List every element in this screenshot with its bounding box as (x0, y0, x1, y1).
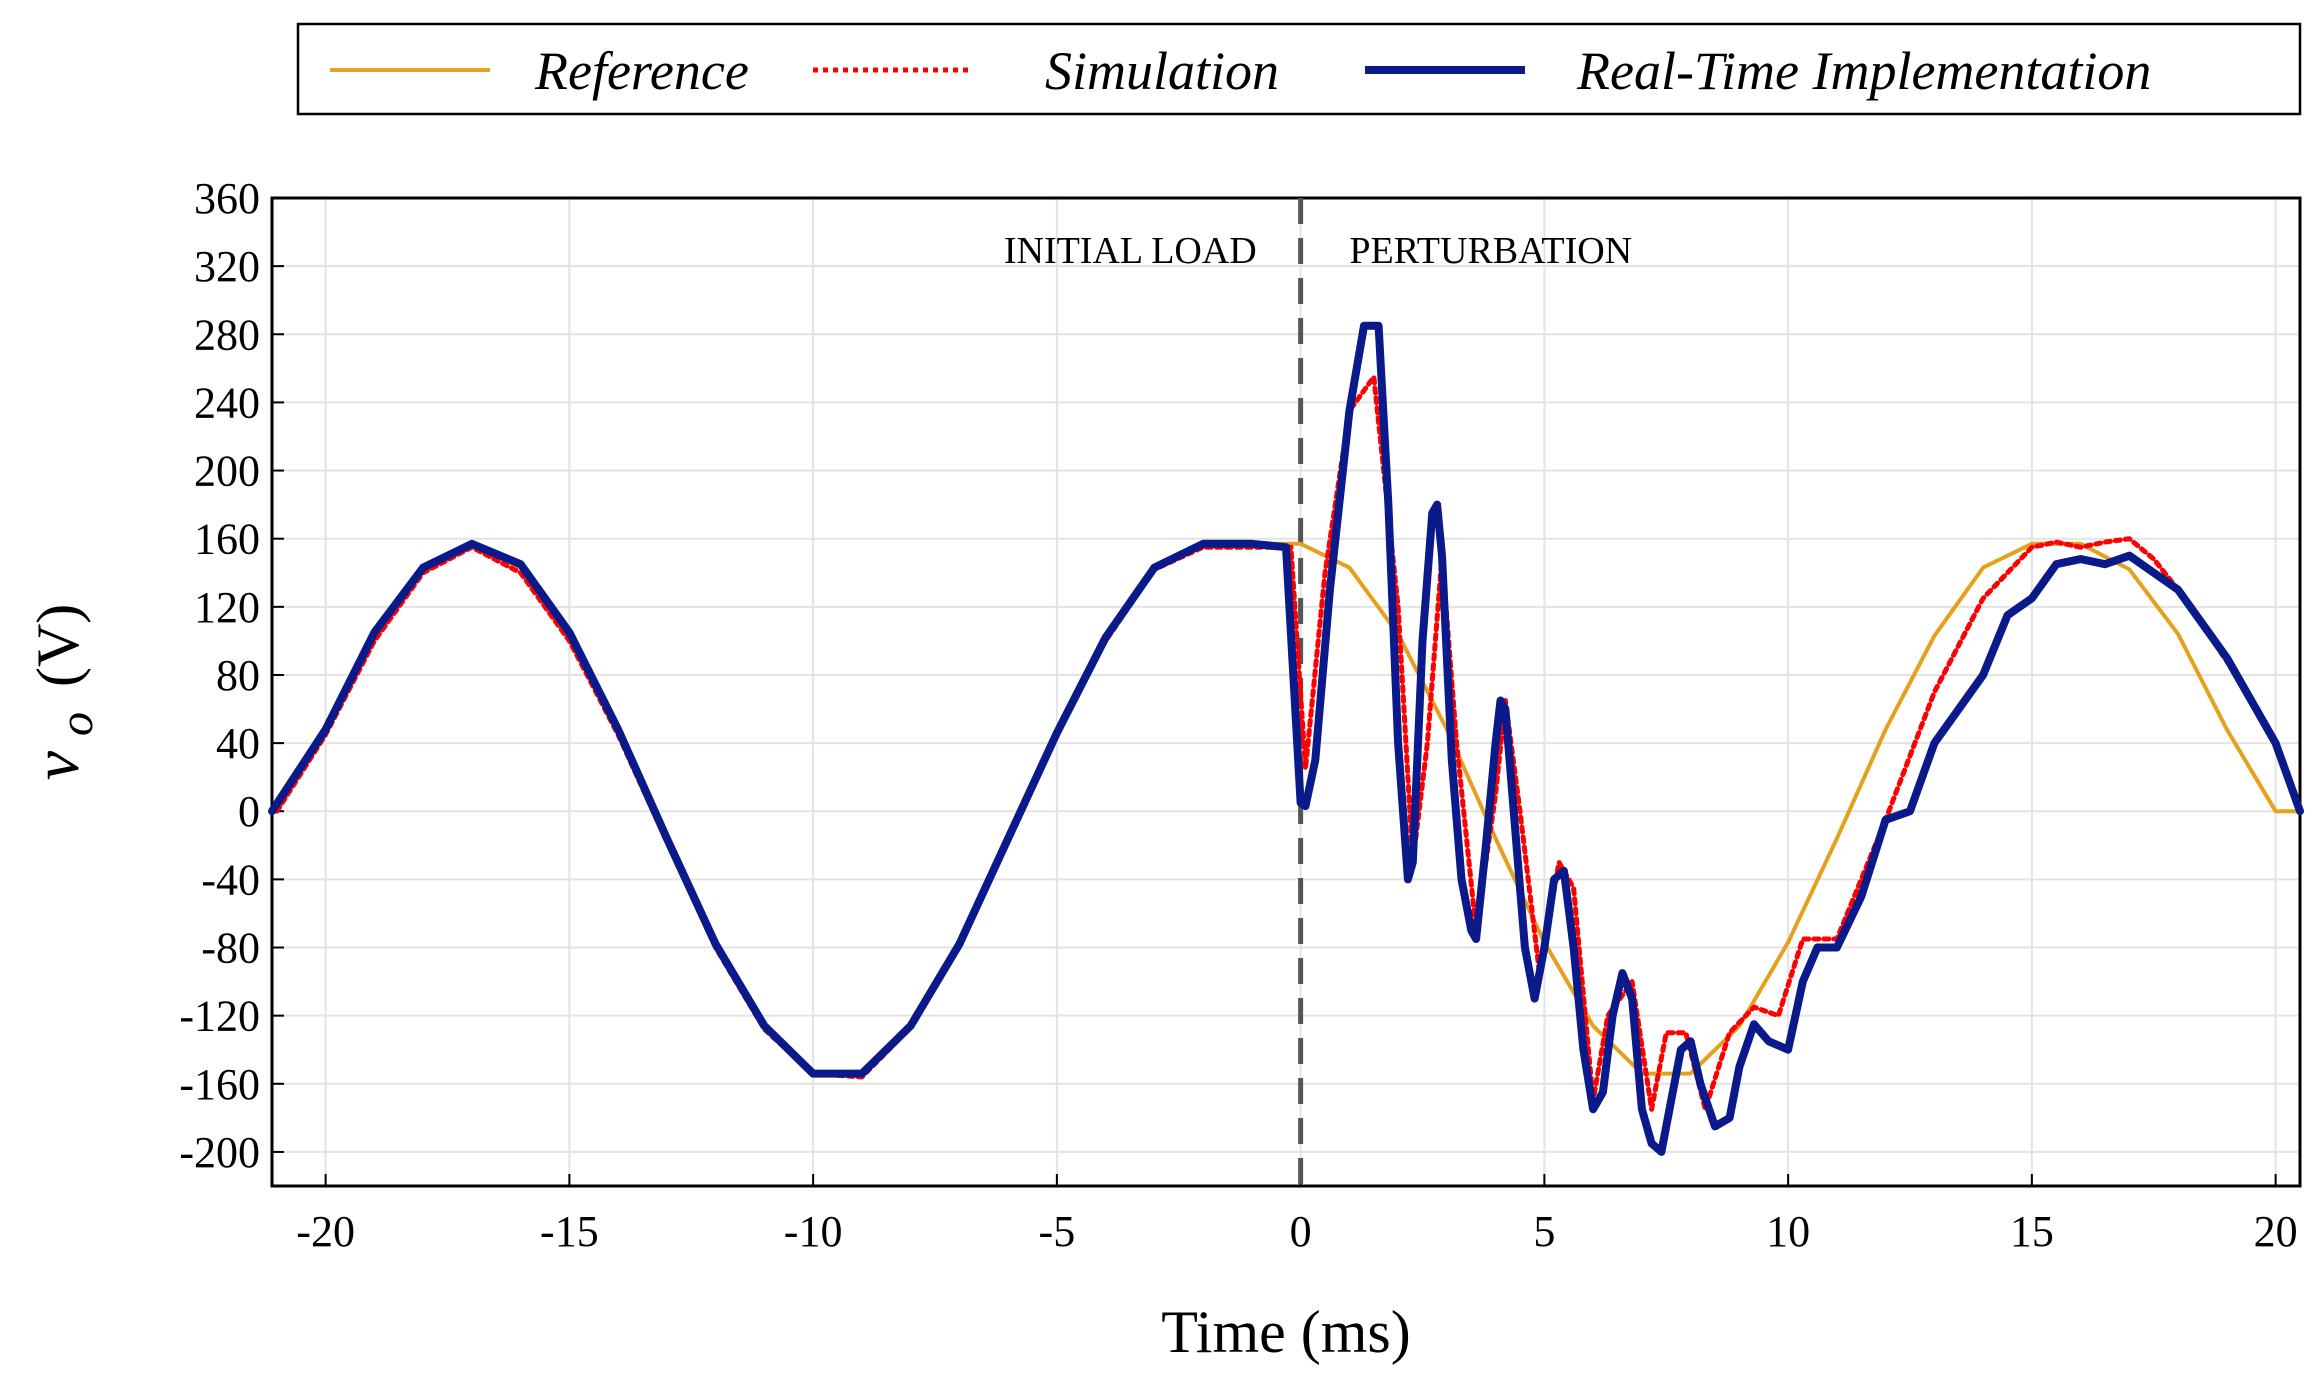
data-series (268, 321, 2304, 1156)
x-axis-title: Time (ms) (1161, 1299, 1411, 1365)
x-tick-label: -5 (1039, 1207, 1076, 1256)
legend-box (296, 22, 2302, 116)
y-tick-label: 80 (216, 651, 260, 700)
plot-area-frame (270, 196, 2302, 1188)
x-tick-label: 15 (2010, 1207, 2054, 1256)
series-line-real-time-implementation (268, 321, 2304, 1156)
annotation-label: INITIAL LOAD (1004, 230, 1257, 272)
x-tick-label: -10 (784, 1207, 843, 1256)
y-axis-symbol: v (20, 750, 93, 780)
y-tick-label: -80 (201, 924, 260, 973)
y-axis-title: v o (V) (20, 604, 105, 781)
y-tick-label: 200 (194, 447, 260, 496)
y-tick-label: 160 (194, 515, 260, 564)
x-tick-label: 5 (1533, 1207, 1555, 1256)
axis-ticks: -20 -15 -10 -5 0 5 10 15 20 360 320 280 240 200 160 120… (179, 174, 2297, 1256)
grid-lines (272, 197, 2300, 1186)
y-tick-label: 120 (194, 583, 260, 632)
legend-label: Reference (534, 41, 749, 101)
y-tick-label: 40 (216, 719, 260, 768)
x-tick-label: 10 (1766, 1207, 1810, 1256)
y-axis-unit: (V) (25, 604, 91, 687)
x-tick-label: -15 (540, 1207, 599, 1256)
y-tick-label: 240 (194, 378, 260, 427)
x-tick-label: 0 (1290, 1207, 1312, 1256)
x-tick-label: 20 (2254, 1207, 2298, 1256)
y-tick-label: -200 (179, 1128, 260, 1177)
y-axis-subscript: o (50, 712, 103, 736)
y-tick-label: 360 (194, 174, 260, 223)
y-tick-label: 0 (238, 787, 260, 836)
y-tick-label: -120 (179, 992, 260, 1041)
x-tick-label: -20 (296, 1207, 355, 1256)
legend-label: Simulation (1045, 41, 1279, 101)
legend: Reference Simulation Real-Time Implementat… (296, 22, 2302, 116)
legend-label: Real-Time Implementation (1576, 41, 2151, 101)
annotations: INITIAL LOAD PERTURBATION (1004, 198, 1632, 1186)
y-tick-label: -40 (201, 855, 260, 904)
y-tick-label: 320 (194, 242, 260, 291)
annotation-label: PERTURBATION (1349, 230, 1632, 272)
y-tick-label: -160 (179, 1060, 260, 1109)
y-tick-label: 280 (194, 310, 260, 359)
